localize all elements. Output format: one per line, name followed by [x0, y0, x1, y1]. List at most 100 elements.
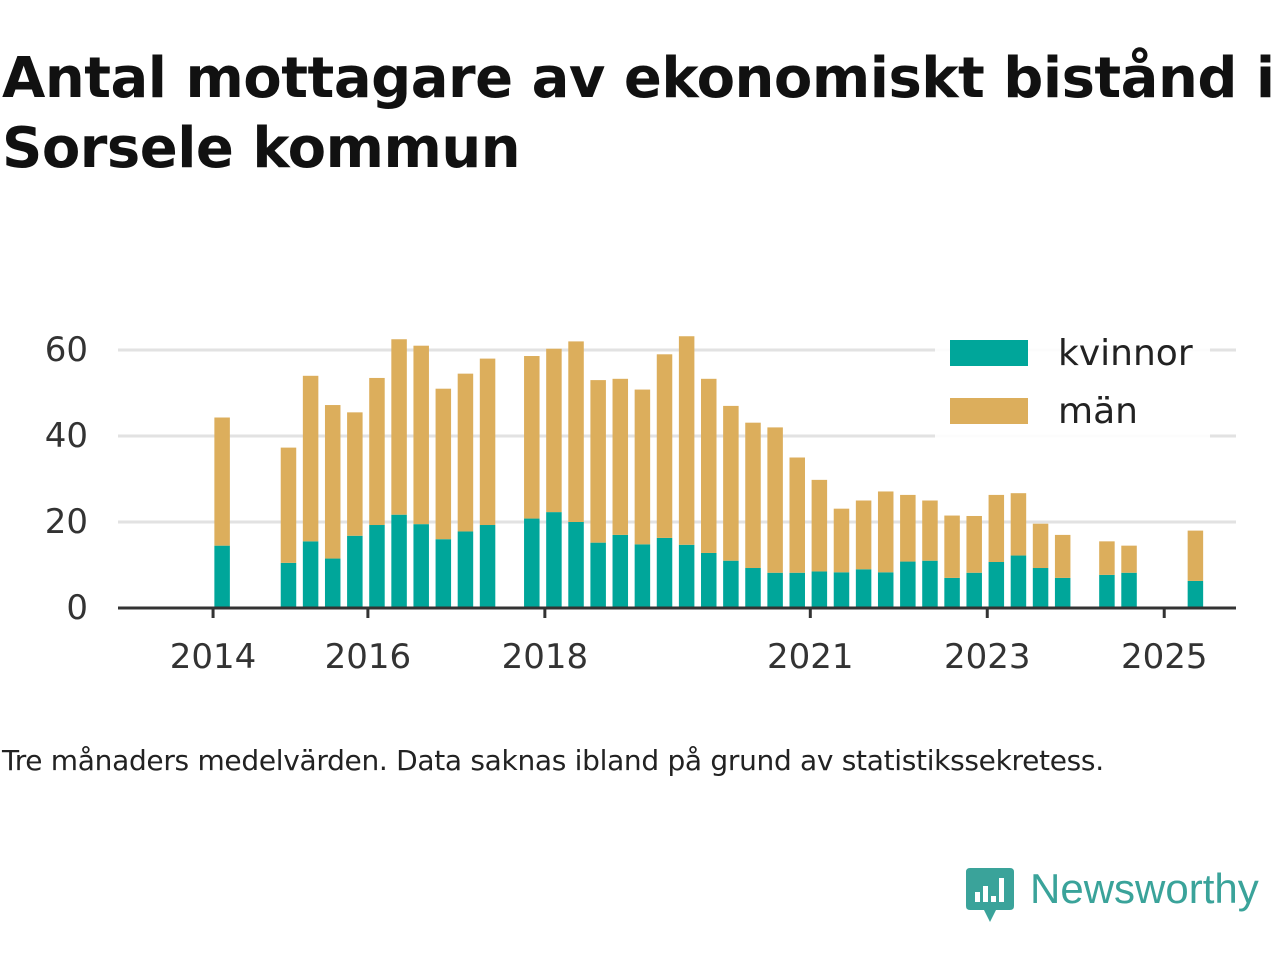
bar-kvinnor — [701, 552, 717, 608]
bar-kvinnor — [833, 572, 850, 608]
bar-kvinnor — [479, 525, 496, 608]
bar-man — [966, 515, 982, 573]
bar-kvinnor — [590, 542, 606, 608]
bars — [214, 336, 1204, 608]
x-tick-label: 2018 — [502, 637, 589, 677]
bar-kvinnor — [413, 524, 429, 608]
bar-man — [678, 336, 695, 545]
y-tick-label: 20 — [45, 502, 88, 542]
bar-man — [435, 388, 452, 540]
y-axis-ticks: 0 20 40 60 — [45, 330, 88, 628]
bar-kvinnor — [1099, 574, 1115, 608]
bar-kvinnor — [634, 544, 651, 608]
bar-man — [369, 377, 385, 526]
bar-man — [347, 412, 363, 536]
bar-kvinnor — [855, 569, 872, 608]
bar-kvinnor — [546, 512, 562, 608]
bar-man — [701, 378, 717, 553]
bar-kvinnor — [1187, 580, 1204, 608]
bar-man — [479, 358, 496, 526]
bar-man — [988, 494, 1005, 562]
footnote: Tre månaders medelvärden. Data saknas ib… — [2, 744, 1104, 777]
bar-man — [1054, 534, 1071, 578]
bar-man — [900, 494, 916, 562]
legend-label-0: kvinnor — [1058, 333, 1193, 374]
y-tick-label: 40 — [45, 416, 88, 456]
bar-man — [634, 389, 651, 545]
bar-kvinnor — [678, 544, 695, 608]
bar-man — [590, 380, 606, 543]
bar-kvinnor — [789, 572, 805, 608]
bar-man — [877, 491, 894, 573]
bar-man — [324, 405, 341, 559]
bar-kvinnor — [457, 531, 474, 608]
legend-label-1: män — [1058, 391, 1138, 432]
bar-man — [302, 375, 319, 542]
bar-kvinnor — [988, 561, 1005, 608]
bar-man — [811, 479, 828, 572]
bar-man — [1032, 523, 1049, 569]
bar-kvinnor — [723, 560, 739, 608]
bar-man — [413, 345, 429, 525]
bar-man — [833, 508, 850, 573]
bar-kvinnor — [922, 560, 938, 608]
bar-man — [612, 378, 629, 535]
bar-kvinnor — [369, 525, 385, 608]
bar-kvinnor — [966, 572, 982, 608]
bar-kvinnor — [877, 572, 894, 608]
bar-kvinnor — [280, 562, 297, 608]
bar-man — [922, 500, 938, 561]
bar-man — [391, 339, 407, 515]
brand-name: Newsworthy — [1030, 865, 1259, 912]
chart-title: Antal mottagare av ekonomiskt bistånd i … — [2, 46, 1275, 181]
x-tick-label: 2021 — [767, 637, 854, 677]
legend-swatch-0 — [950, 340, 1028, 366]
x-tick-label: 2014 — [170, 637, 257, 677]
bar-man — [457, 373, 474, 532]
bar-kvinnor — [767, 572, 783, 608]
y-tick-label: 0 — [66, 588, 88, 628]
y-tick-label: 60 — [45, 330, 88, 370]
bar-kvinnor — [811, 571, 828, 608]
x-tick-label: 2023 — [944, 637, 1031, 677]
bar-man — [214, 417, 230, 546]
bar-kvinnor — [1032, 568, 1049, 608]
bar-man — [546, 348, 562, 513]
bar-kvinnor — [214, 545, 230, 608]
bar-man — [1010, 493, 1027, 556]
bar-kvinnor — [568, 522, 584, 608]
newsworthy-brand[interactable]: Newsworthy — [964, 866, 1259, 926]
bar-man — [1099, 541, 1115, 575]
bar-man — [656, 354, 673, 538]
bar-man — [944, 515, 960, 578]
bar-man — [1187, 530, 1204, 581]
bar-kvinnor — [1054, 577, 1071, 608]
bar-kvinnor — [612, 534, 629, 608]
bar-kvinnor — [656, 537, 673, 608]
bar-kvinnor — [302, 541, 319, 608]
bar-kvinnor — [524, 518, 540, 608]
bar-man — [767, 427, 783, 573]
legend-swatch-1 — [950, 398, 1028, 424]
bar-kvinnor — [1010, 555, 1027, 608]
legend: kvinnor män — [935, 322, 1210, 438]
bar-kvinnor — [745, 568, 761, 608]
bar-kvinnor — [435, 539, 452, 608]
x-tick-label: 2016 — [325, 637, 412, 677]
bar-man — [1121, 545, 1137, 573]
x-axis: 2014 2016 2018 2021 2023 2025 — [118, 606, 1236, 677]
bar-man — [745, 422, 761, 569]
bar-man — [789, 457, 805, 573]
x-tick-label: 2025 — [1121, 637, 1208, 677]
bar-man — [723, 405, 739, 561]
bar-kvinnor — [1121, 572, 1137, 608]
bar-kvinnor — [944, 577, 960, 608]
bar-man — [280, 447, 297, 563]
bar-man — [524, 356, 540, 519]
bar-kvinnor — [324, 558, 341, 608]
bar-kvinnor — [900, 561, 916, 608]
bar-kvinnor — [347, 535, 363, 608]
bar-kvinnor — [391, 514, 407, 608]
newsworthy-logo-icon — [966, 868, 1014, 922]
